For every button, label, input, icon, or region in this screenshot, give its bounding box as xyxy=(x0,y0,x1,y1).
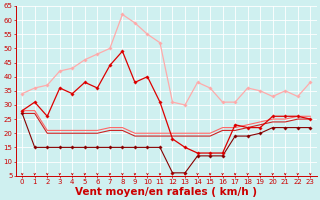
X-axis label: Vent moyen/en rafales ( km/h ): Vent moyen/en rafales ( km/h ) xyxy=(75,187,257,197)
